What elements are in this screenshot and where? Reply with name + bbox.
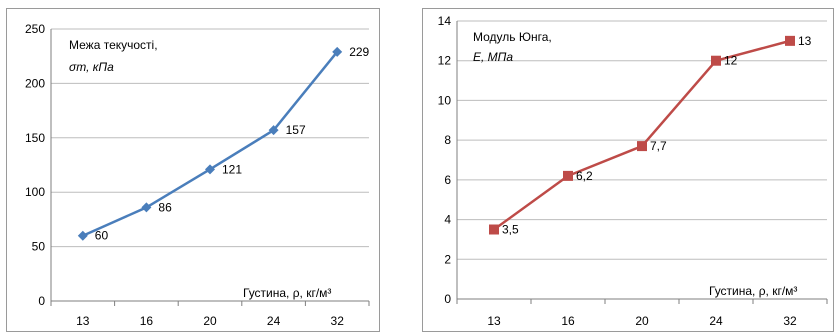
x-tick-label: 16 [561,314,575,328]
data-point-marker [637,141,647,152]
annotation-unit: E, МПа [473,50,513,64]
x-tick-label: 20 [635,314,649,328]
y-tick-label: 4 [444,213,451,227]
x-tick-label: 32 [331,314,345,328]
data-label: 12 [724,54,738,68]
data-label: 3,5 [502,223,519,237]
data-label: 229 [349,45,369,59]
y-tick-label: 2 [444,252,451,266]
x-tick-label: 13 [487,314,501,328]
y-tick-label: 12 [438,54,452,68]
data-point-marker [563,170,573,181]
data-label: 86 [158,200,172,214]
data-point-marker [332,46,343,57]
data-point-marker [489,224,499,235]
chart-youngs-modulus: 0 2 4 6 8 10 12 14 13 16 20 24 32 3,5 6,2 7,7 12 13 Модуль… [422,8,834,332]
y-tick-label: 100 [25,185,45,199]
x-axis-label: Густина, ρ, кг/м³ [709,284,797,298]
x-tick-label: 20 [203,314,217,328]
y-tick-label: 8 [444,133,451,147]
y-tick-label: 200 [25,76,45,90]
series-line [82,51,339,237]
x-tick-label: 24 [267,314,281,328]
series-line [493,39,791,231]
data-point-marker [141,202,152,213]
data-point-marker [711,55,721,66]
y-tick-label: 14 [438,14,452,28]
y-tick-label: 250 [25,22,45,36]
y-tick-label: 10 [438,93,452,107]
data-label: 157 [286,123,306,137]
y-tick-label: 50 [32,240,46,254]
chart-yield-strength: 0 50 100 150 200 250 13 16 20 24 32 60 86 121 157 229 Ме… [6,8,380,332]
chart-yield-strength-svg: 0 50 100 150 200 250 13 16 20 24 32 60 86 121 157 229 Ме… [25,22,370,328]
data-point-marker [77,230,88,241]
y-tick-label: 0 [38,294,45,308]
y-tick-label: 0 [444,292,451,306]
data-label: 6,2 [576,169,593,183]
data-point-marker [268,125,279,136]
annotation-title: Межа текучості, [69,38,158,52]
x-tick-label: 13 [76,314,90,328]
data-label: 60 [95,229,109,243]
y-tick-label: 6 [444,173,451,187]
x-tick-label: 24 [709,314,723,328]
y-tick-label: 150 [25,131,45,145]
annotation-unit: σт, кПа [69,60,114,74]
data-label: 7,7 [650,139,667,153]
data-label: 121 [222,162,242,176]
data-point-marker [205,164,215,175]
data-label: 13 [798,34,812,48]
annotation-title: Модуль Юнга, [473,30,552,44]
x-tick-label: 16 [140,314,154,328]
x-axis-label: Густина, ρ, кг/м³ [243,286,331,300]
x-tick-label: 32 [783,314,797,328]
data-point-marker [785,35,795,46]
